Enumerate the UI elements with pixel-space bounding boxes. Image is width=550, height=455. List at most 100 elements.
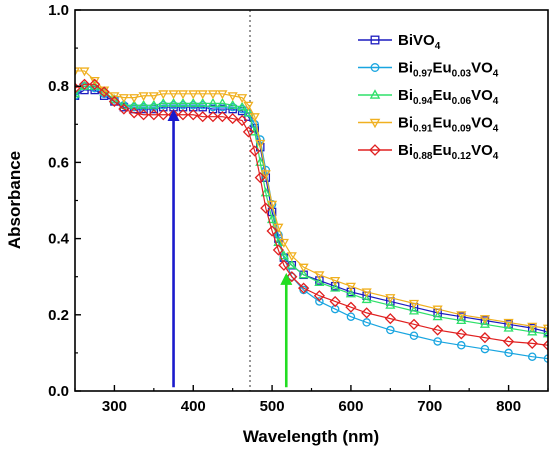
data-point [479, 315, 491, 325]
legend-item: Bi0.94Eu0.06VO4 [358, 87, 499, 107]
data-point [362, 318, 371, 327]
data-point [408, 318, 420, 330]
data-point [502, 335, 515, 348]
legend-marker [369, 144, 381, 156]
legend-label: Bi0.91Eu0.09VO4 [398, 115, 499, 135]
y-axis-title: Absorbance [5, 151, 24, 249]
data-point [543, 354, 548, 363]
data-point [249, 145, 261, 157]
data-point [278, 259, 290, 271]
data-point [243, 101, 254, 111]
data-point [385, 299, 396, 309]
data-point [386, 325, 395, 335]
data-point [255, 139, 266, 149]
arrow-head [167, 109, 180, 122]
data-point [361, 288, 372, 298]
data-point [168, 97, 179, 107]
x-axis-title: Wavelength (nm) [243, 427, 379, 446]
legend-label: Bi0.94Eu0.06VO4 [398, 87, 499, 107]
series-3 [75, 80, 548, 338]
data-point [118, 94, 129, 104]
annotation-layer [167, 109, 293, 388]
data-point [287, 272, 297, 281]
data-point [329, 295, 341, 308]
annotation-arrow-2 [280, 272, 293, 388]
data-point [129, 94, 140, 104]
data-point [479, 332, 491, 344]
data-point [433, 337, 442, 346]
annotation-arrow-1 [167, 109, 180, 388]
y-tick-label: 1.0 [48, 2, 69, 19]
data-point [187, 109, 199, 121]
legend-label: BiVO4 [398, 32, 441, 52]
data-point [346, 312, 356, 321]
data-point [188, 90, 199, 100]
data-point [236, 114, 248, 127]
data-point [158, 97, 169, 107]
data-point [385, 294, 396, 304]
data-point [207, 111, 219, 123]
data-point [273, 223, 284, 233]
data-point [432, 311, 443, 321]
data-point [480, 344, 490, 354]
data-point [108, 95, 121, 108]
data-point [504, 348, 513, 358]
data-point [432, 305, 443, 315]
data-point [207, 90, 219, 100]
data-point [527, 326, 538, 336]
data-point [177, 97, 189, 107]
data-point [457, 341, 466, 350]
series-layer [75, 67, 548, 363]
data-point [237, 94, 248, 104]
data-point [237, 101, 248, 111]
data-point [128, 107, 140, 119]
data-point [361, 307, 373, 319]
x-tick-label: 800 [496, 398, 521, 415]
data-point [408, 305, 420, 315]
data-point [330, 282, 341, 292]
data-point [89, 78, 101, 90]
x-tick-label: 300 [102, 398, 127, 415]
data-point [503, 322, 514, 332]
data-point [254, 172, 266, 184]
data-point [315, 297, 324, 306]
data-point [158, 90, 169, 100]
data-point [298, 282, 310, 294]
data-point [278, 238, 289, 248]
data-point [409, 331, 419, 341]
data-point [98, 86, 110, 98]
data-point [177, 109, 189, 121]
data-point [227, 92, 238, 102]
data-point [456, 311, 467, 321]
legend-item: Bi0.91Eu0.09VO4 [358, 115, 499, 135]
x-tick-label: 400 [181, 398, 206, 415]
data-point [408, 299, 420, 309]
data-point [260, 187, 271, 197]
data-point [138, 92, 149, 102]
legend-marker [370, 63, 380, 72]
x-tick-label: 700 [417, 398, 442, 415]
data-point [278, 250, 289, 260]
data-point [217, 90, 228, 100]
data-point [286, 259, 297, 269]
data-point [432, 324, 444, 336]
data-point [118, 103, 130, 115]
data-point [75, 88, 81, 98]
data-point [286, 252, 297, 262]
series-line [75, 85, 548, 335]
data-point [345, 288, 356, 298]
data-point [455, 328, 467, 340]
data-point [118, 99, 129, 109]
data-point [527, 322, 538, 332]
data-point [314, 276, 325, 286]
data-point [249, 113, 260, 123]
series-5 [75, 78, 548, 351]
y-tick-label: 0.4 [48, 231, 70, 248]
legend-marker [369, 118, 381, 129]
legend: BiVO4 Bi0.97Eu0.03VO4 Bi0.94Eu0.06VO4 Bi0.9… [358, 32, 499, 162]
legend-label: Bi0.88Eu0.12VO4 [398, 142, 499, 162]
data-point [542, 339, 548, 351]
x-tick-label: 500 [260, 398, 285, 415]
y-tick-label: 0.0 [48, 383, 69, 400]
